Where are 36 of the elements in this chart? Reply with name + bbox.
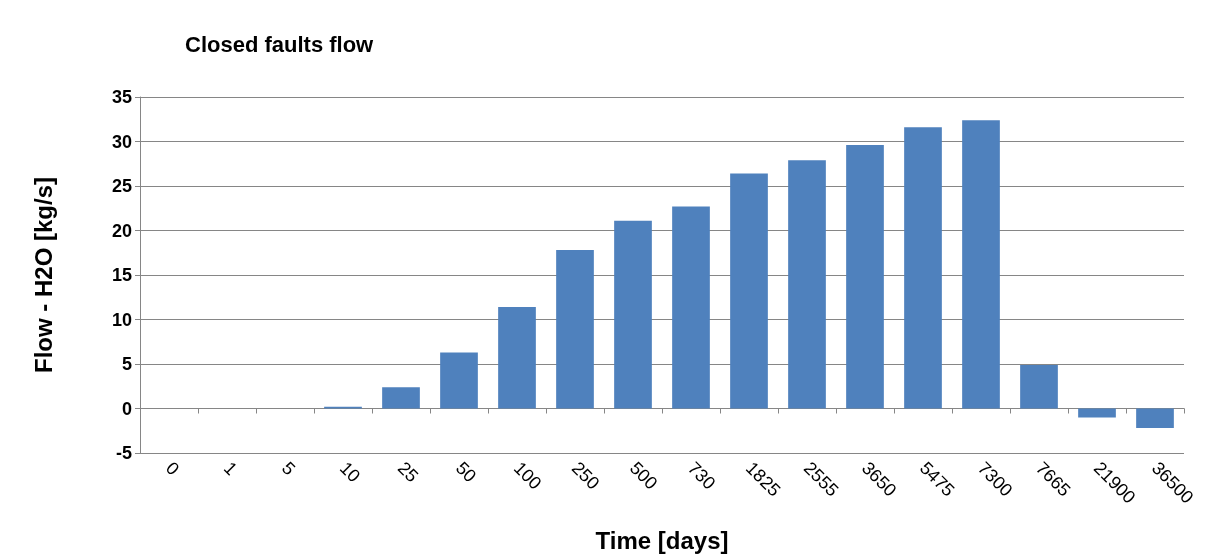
- y-tick-label: 15: [111, 265, 132, 285]
- y-tick-label: -5: [115, 443, 132, 463]
- bar: [556, 250, 594, 409]
- bar: [614, 220, 652, 409]
- x-tick-label: 0: [161, 457, 184, 480]
- bar: [440, 352, 478, 409]
- bar: [846, 145, 884, 409]
- bar: [962, 120, 1000, 409]
- bar: [1136, 408, 1174, 429]
- x-tick-label: 25: [393, 457, 423, 487]
- x-tick-label: 500: [625, 457, 662, 494]
- y-tick-label: 0: [121, 398, 132, 419]
- y-tick-label: 30: [111, 131, 132, 152]
- bar: [1078, 408, 1116, 418]
- chart-title: Closed faults flow: [185, 31, 375, 57]
- y-tick-label: 10: [111, 309, 132, 330]
- bar: [672, 206, 710, 409]
- bar: [1020, 364, 1058, 409]
- x-tick-label: 730: [683, 457, 720, 494]
- y-tick-label: 20: [111, 220, 132, 241]
- x-tick-label: 10: [335, 457, 365, 487]
- x-tick-label: 250: [567, 457, 604, 494]
- y-tick-label: 25: [111, 176, 132, 196]
- bar: [498, 307, 536, 409]
- bar: [904, 127, 942, 409]
- x-tick-label: 1: [219, 457, 242, 480]
- bar: [788, 160, 826, 409]
- x-tick-label: 100: [509, 457, 546, 494]
- bar: [382, 387, 420, 409]
- x-tick-label: 5: [277, 457, 300, 480]
- bar: [730, 173, 768, 409]
- x-tick-label: 50: [451, 457, 481, 487]
- y-tick-label: 5: [121, 354, 132, 374]
- y-axis-title: Flow - H2O [kg/s]: [29, 176, 57, 374]
- x-axis-title: Time [days]: [595, 526, 729, 554]
- y-tick-label: 35: [111, 87, 132, 107]
